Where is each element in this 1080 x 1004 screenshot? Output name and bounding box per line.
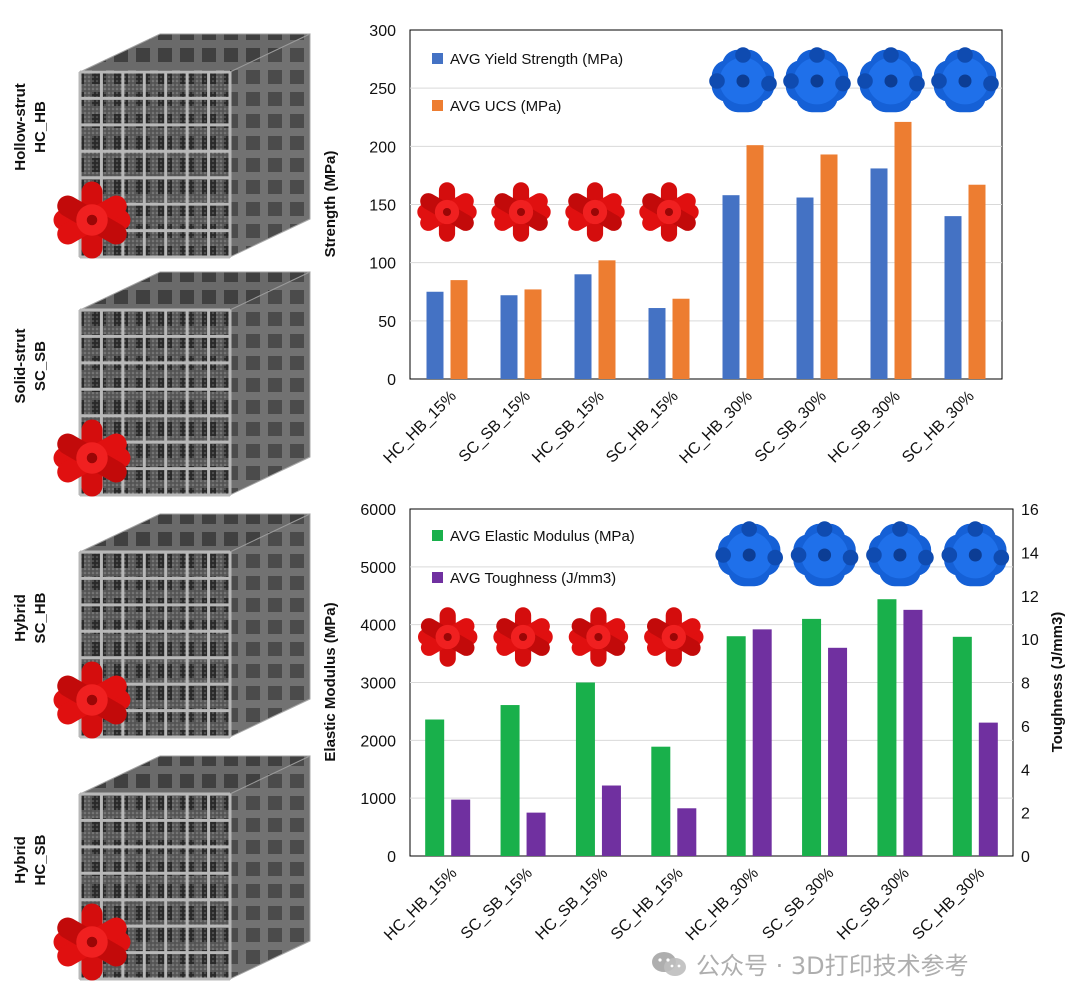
x-tick-label: HC_HB_30% xyxy=(683,865,762,944)
y-right-tick-label: 8 xyxy=(1021,676,1030,693)
x-tick-label: SC_HB_15% xyxy=(608,865,687,944)
y-tick-label: 300 xyxy=(369,23,396,40)
bar-b-SC_HB_30% xyxy=(978,722,998,856)
x-tick-label: HC_SB_15% xyxy=(529,388,608,467)
x-tick-label: HC_HB_15% xyxy=(381,865,460,944)
bar-b-HC_HB_15% xyxy=(451,799,471,856)
lattice-cube-1 xyxy=(53,33,311,259)
y-tick-label: 1000 xyxy=(360,791,396,808)
legend-swatch-ucs xyxy=(432,100,443,111)
cube-right-face xyxy=(229,755,311,980)
legend-label-modulus: AVG Elastic Modulus (MPa) xyxy=(450,528,635,545)
x-tick-label: HC_HB_30% xyxy=(677,388,756,467)
y-right-tick-label: 10 xyxy=(1021,632,1039,649)
y-tick-label: 2000 xyxy=(360,733,396,750)
x-tick-label: HC_SB_15% xyxy=(533,865,612,944)
x-tick-label: SC_SB_15% xyxy=(456,388,534,466)
y-tick-label: 0 xyxy=(387,372,396,389)
x-tick-label: HC_SB_30% xyxy=(834,865,913,944)
lattice-cubes xyxy=(53,33,311,981)
y-tick-label: 6000 xyxy=(360,502,396,519)
bar-b-SC_SB_15% xyxy=(524,289,542,379)
strength-legend: AVG Yield Strength (MPa) AVG UCS (MPa) xyxy=(432,51,623,115)
bar-a-SC_SB_15% xyxy=(500,705,520,856)
y-tick-label: 250 xyxy=(369,81,396,98)
legend-swatch-modulus xyxy=(432,530,443,541)
modulus-y-axis-label: Elastic Modulus (MPa) xyxy=(322,602,339,761)
x-tick-label: SC_HB_30% xyxy=(899,388,978,467)
bar-b-SC_SB_15% xyxy=(526,812,546,856)
y-right-tick-label: 12 xyxy=(1021,589,1039,606)
y-tick-label: 5000 xyxy=(360,560,396,577)
modulus-legend: AVG Elastic Modulus (MPa) AVG Toughness … xyxy=(432,528,635,587)
bar-a-HC_SB_30% xyxy=(877,599,897,856)
y-right-tick-label: 0 xyxy=(1021,849,1030,866)
bar-a-SC_HB_30% xyxy=(944,216,962,379)
legend-label-ucs: AVG UCS (MPa) xyxy=(450,98,561,115)
bar-a-HC_HB_30% xyxy=(722,195,740,379)
legend-swatch-toughness xyxy=(432,572,443,583)
y-tick-label: 100 xyxy=(369,256,396,273)
x-tick-label: HC_SB_30% xyxy=(825,388,904,467)
bar-b-SC_HB_15% xyxy=(677,808,697,856)
y-right-tick-label: 16 xyxy=(1021,502,1039,519)
bar-a-SC_HB_15% xyxy=(651,746,671,856)
bar-b-HC_HB_30% xyxy=(746,145,764,379)
bar-a-HC_SB_15% xyxy=(575,682,595,856)
y-tick-label: 50 xyxy=(378,314,396,331)
lattice-cube-4 xyxy=(53,755,311,981)
bar-b-SC_HB_15% xyxy=(672,298,690,379)
x-tick-label: SC_SB_15% xyxy=(458,865,536,943)
x-tick-label: SC_HB_30% xyxy=(909,865,988,944)
watermark-text: 公众号 · 3D打印技术参考 xyxy=(696,952,969,980)
y-tick-label: 4000 xyxy=(360,618,396,635)
bar-b-HC_SB_15% xyxy=(601,785,621,856)
y-right-tick-label: 2 xyxy=(1021,806,1030,823)
bar-a-HC_HB_30% xyxy=(726,636,746,856)
toughness-y-axis-label: Toughness (J/mm3) xyxy=(1049,612,1066,753)
y-tick-label: 150 xyxy=(369,198,396,215)
bar-b-SC_SB_30% xyxy=(828,647,848,856)
bar-a-SC_HB_15% xyxy=(648,308,666,379)
cube-right-face xyxy=(229,271,311,496)
lattice-cube-2 xyxy=(53,271,311,497)
legend-label-toughness: AVG Toughness (J/mm3) xyxy=(450,570,616,587)
bar-b-SC_SB_30% xyxy=(820,154,838,379)
bar-b-HC_HB_15% xyxy=(450,280,468,379)
bar-b-HC_SB_30% xyxy=(894,121,912,380)
wechat-icon xyxy=(652,951,686,976)
watermark: 公众号 · 3D打印技术参考 xyxy=(650,946,969,981)
y-right-tick-label: 14 xyxy=(1021,545,1039,562)
legend-swatch-yield xyxy=(432,53,443,64)
x-tick-label: SC_HB_15% xyxy=(603,388,682,467)
cube-right-face xyxy=(229,513,311,738)
bar-a-SC_SB_15% xyxy=(500,295,518,379)
bar-b-HC_HB_30% xyxy=(752,629,772,856)
x-tick-label: SC_SB_30% xyxy=(752,388,830,466)
bar-a-HC_HB_15% xyxy=(425,719,445,856)
x-tick-label: HC_HB_15% xyxy=(381,388,460,467)
y-right-tick-label: 4 xyxy=(1021,762,1030,779)
bar-b-HC_SB_15% xyxy=(598,260,616,379)
x-tick-label: SC_SB_30% xyxy=(759,865,837,943)
y-tick-label: 200 xyxy=(369,139,396,156)
bar-b-SC_HB_30% xyxy=(968,184,986,379)
bar-a-SC_SB_30% xyxy=(802,618,822,856)
bar-a-HC_SB_15% xyxy=(574,274,592,379)
bar-a-HC_SB_30% xyxy=(870,168,888,379)
bar-b-HC_SB_30% xyxy=(903,609,923,856)
legend-label-yield: AVG Yield Strength (MPa) xyxy=(450,51,623,68)
strength-y-axis-label: Strength (MPa) xyxy=(322,151,339,258)
lattice-cube-3 xyxy=(53,513,311,739)
cube-right-face xyxy=(229,33,311,258)
bar-a-HC_HB_15% xyxy=(426,291,444,379)
y-tick-label: 0 xyxy=(387,849,396,866)
bar-a-SC_HB_30% xyxy=(952,636,972,856)
y-right-tick-label: 6 xyxy=(1021,719,1030,736)
bar-a-SC_SB_30% xyxy=(796,197,814,379)
y-tick-label: 3000 xyxy=(360,676,396,693)
